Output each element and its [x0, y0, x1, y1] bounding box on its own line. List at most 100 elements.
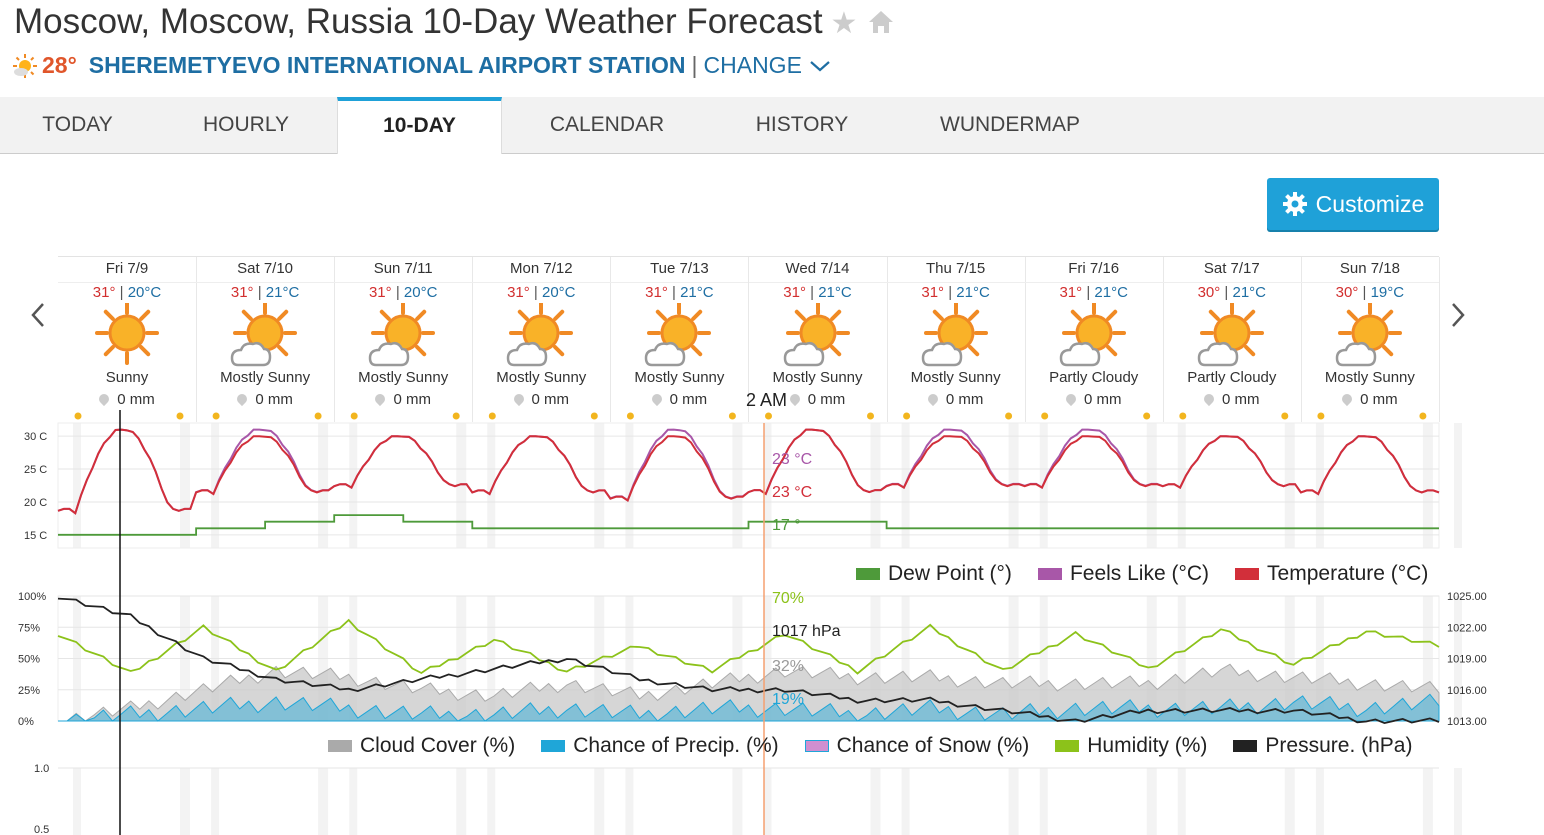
sunrise-marker [903, 412, 911, 420]
change-station-link[interactable]: CHANGE [703, 52, 802, 78]
night-band [763, 423, 772, 548]
sunset-marker [1005, 412, 1013, 420]
next-arrow-icon[interactable] [1448, 300, 1468, 339]
legend-cloud-cover[interactable]: Cloud Cover (%) [328, 734, 515, 758]
atmo-legend: Cloud Cover (%) Chance of Precip. (%) Ch… [302, 734, 1412, 758]
y-tick-label: 1.0 [34, 763, 49, 775]
tab-bar: TODAY HOURLY 10-DAY CALENDAR HISTORY WUN… [0, 97, 1544, 154]
day-precip: 0 mm [1301, 391, 1439, 408]
day-card[interactable]: Sat 7/17 30° | 21°C Partly Cloudy 0 mm [1162, 257, 1302, 422]
night-band [1454, 768, 1462, 835]
legend-swatch [804, 740, 829, 752]
page-title-text: Moscow, Moscow, Russia 10-Day Weather Fo… [14, 2, 823, 41]
day-hi-lo: 31° | 21°C [230, 284, 300, 301]
sun-icon [13, 53, 37, 78]
day-low: 21°C [265, 284, 300, 301]
day-card[interactable]: Sun 7/11 31° | 20°C Mostly Sunny 0 mm [334, 257, 474, 422]
night-band [1008, 423, 1019, 548]
favorite-star-icon[interactable]: ★ [830, 7, 858, 40]
day-card[interactable]: Fri 7/9 31° | 20°C Sunny 0 mm [58, 257, 197, 422]
cursor-precip-label: 19% [772, 691, 804, 708]
night-band [1146, 423, 1157, 548]
day-card[interactable]: Sun 7/18 30° | 19°C Mostly Sunny 0 mm [1300, 257, 1440, 422]
night-band [1284, 423, 1295, 548]
day-card[interactable]: Wed 7/14 31° | 21°C Mostly Sunny 0 mm [748, 257, 888, 422]
cursor-temp-label: 23 °C [772, 484, 812, 501]
y-tick-label: 1016.00 [1447, 685, 1487, 697]
day-name: Fri 7/16 [1024, 260, 1163, 283]
customize-button[interactable]: Customize [1267, 178, 1439, 230]
day-name: Tue 7/13 [610, 260, 749, 283]
day-hi-lo: 31° | 20°C [507, 284, 576, 301]
tab-wundermap[interactable]: WUNDERMAP [940, 113, 1080, 136]
mostly-sunny-icon [1335, 303, 1402, 367]
y-tick-label: 25 C [24, 464, 47, 476]
day-hi-lo: 31° | 20°C [368, 284, 438, 301]
sunrise-marker [74, 412, 82, 420]
legend-precip[interactable]: Chance of Precip. (%) [541, 734, 779, 758]
night-band [594, 768, 605, 835]
day-precip: 0 mm [196, 391, 334, 408]
mostly-sunny-icon [230, 303, 298, 367]
tab-hourly[interactable]: HOURLY [203, 113, 289, 136]
night-band [1177, 768, 1186, 835]
series-precip [58, 693, 1440, 722]
day-card[interactable]: Fri 7/16 31° | 21°C Partly Cloudy 0 mm [1024, 257, 1164, 422]
day-name: Sat 7/17 [1162, 260, 1301, 283]
sunset-marker [314, 412, 322, 420]
day-high: 31° [645, 284, 668, 301]
sunset-marker [1143, 412, 1151, 420]
tab-history[interactable]: HISTORY [755, 113, 849, 136]
page-title: Moscow, Moscow, Russia 10-Day Weather Fo… [14, 2, 895, 44]
chevron-down-icon[interactable] [808, 58, 832, 74]
legend-feels-like[interactable]: Feels Like (°C) [1037, 562, 1209, 586]
day-high: 31° [921, 284, 945, 301]
temp-legend: Dew Point (°) Feels Like (°C) Temperatur… [830, 562, 1428, 586]
sunrise-marker [488, 412, 496, 420]
day-high: 31° [92, 284, 116, 301]
day-card[interactable]: Tue 7/13 31° | 21°C Mostly Sunny 0 mm [610, 257, 750, 422]
home-icon[interactable] [867, 4, 895, 44]
day-condition: Mostly Sunny [634, 369, 725, 386]
day-condition: Mostly Sunny [496, 369, 587, 386]
legend-dew-point[interactable]: Dew Point (°) [856, 562, 1012, 586]
day-low: 21°C [818, 284, 852, 301]
legend-temperature[interactable]: Temperature (°C) [1235, 562, 1428, 586]
day-low: 20°C [127, 284, 162, 301]
night-band [732, 423, 743, 548]
legend-snow[interactable]: Chance of Snow (%) [804, 734, 1029, 758]
y-tick-label: 15 C [24, 530, 47, 542]
legend-swatch [541, 740, 566, 752]
day-strip: Fri 7/9 31° | 20°C Sunny 0 mm Sat 7/10 31… [58, 256, 1440, 422]
day-condition: Mostly Sunny [772, 369, 863, 386]
night-band [1454, 596, 1462, 721]
day-low: 19°C [1370, 284, 1405, 301]
y-tick-label: 25% [18, 685, 40, 697]
prev-arrow-icon[interactable] [28, 300, 48, 339]
day-precip: 0 mm [472, 391, 610, 408]
tab-calendar[interactable]: CALENDAR [549, 113, 665, 136]
station-name[interactable]: SHEREMETYEVO INTERNATIONAL AIRPORT STATI… [88, 52, 686, 78]
cursor-time-label: 2 AM [746, 390, 787, 410]
legend-pressure[interactable]: Pressure. (hPa) [1233, 734, 1412, 758]
day-low: 21°C [1232, 284, 1267, 301]
day-precip: 0 mm [58, 391, 196, 408]
tab-10-day[interactable]: 10-DAY [337, 97, 502, 154]
night-band [625, 423, 634, 548]
day-hi-lo: 31° | 21°C [921, 284, 990, 301]
legend-humidity[interactable]: Humidity (%) [1055, 734, 1207, 758]
mostly-sunny-icon [645, 303, 712, 367]
day-high: 31° [368, 284, 392, 301]
night-band [349, 768, 358, 835]
sunset-marker [590, 412, 598, 420]
tab-today[interactable]: TODAY [42, 113, 113, 136]
mostly-sunny-icon [507, 303, 574, 367]
day-name: Mon 7/12 [472, 260, 611, 283]
day-condition: Mostly Sunny [1324, 369, 1415, 386]
day-card[interactable]: Sat 7/10 31° | 21°C Mostly Sunny 0 mm [196, 257, 336, 422]
day-precip: 0 mm [334, 391, 472, 408]
night-band [318, 423, 329, 548]
day-card[interactable]: Mon 7/12 31° | 20°C Mostly Sunny 0 mm [472, 257, 612, 422]
day-card[interactable]: Thu 7/15 31° | 21°C Mostly Sunny 0 mm [886, 257, 1026, 422]
separator: | [691, 52, 698, 78]
